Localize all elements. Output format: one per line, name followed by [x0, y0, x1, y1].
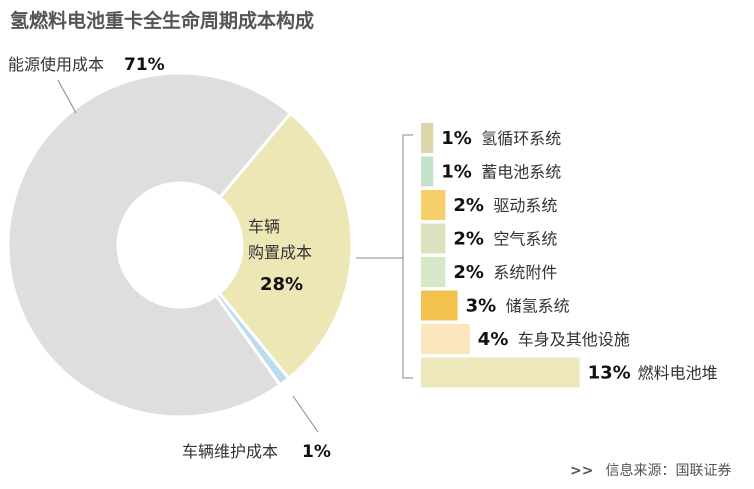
bar-value-3: 2% — [453, 229, 484, 250]
bar-label-7: 燃料电池堆 — [638, 364, 718, 383]
label-energy: 能源使用成本 — [8, 55, 104, 74]
bar-label-1: 蓄电池系统 — [481, 163, 561, 182]
bar-value-5: 3% — [466, 296, 497, 317]
bar-5 — [421, 290, 458, 321]
label-maintenance: 车辆维护成本 — [182, 442, 278, 461]
value-maintenance: 1% — [302, 442, 331, 462]
bar-4 — [421, 257, 446, 287]
bar-label-0: 氢循环系统 — [481, 129, 561, 148]
source-text: 信息来源：国联证券 — [605, 463, 732, 479]
label-purchase-line2: 购置成本 — [248, 243, 312, 262]
bar-value-2: 2% — [453, 195, 484, 216]
label-purchase-line1: 车辆 — [248, 217, 280, 236]
bar-7 — [421, 357, 580, 388]
bar-label-6: 车身及其他设施 — [518, 330, 630, 349]
bar-3 — [421, 223, 446, 254]
value-purchase: 28% — [260, 274, 303, 295]
donut-slice-0 — [6, 71, 293, 419]
donut-slice-2 — [213, 290, 291, 387]
bar-2 — [421, 190, 446, 220]
bar-label-5: 储氢系统 — [506, 297, 570, 316]
bar-label-2: 驱动系统 — [493, 196, 557, 215]
source-note: >> 信息来源：国联证券 — [570, 460, 731, 480]
bar-value-0: 1% — [441, 128, 472, 149]
bar-6 — [421, 324, 470, 354]
bar-label-4: 系统附件 — [493, 263, 557, 282]
bar-label-3: 空气系统 — [493, 230, 557, 249]
bar-value-4: 2% — [453, 262, 484, 283]
bar-value-6: 4% — [478, 329, 509, 350]
donut-slice-1 — [217, 111, 354, 381]
bar-value-1: 1% — [441, 162, 472, 183]
chart-title: 氢燃料电池重卡全生命周期成本构成 — [10, 10, 315, 32]
bar-value-7: 13% — [588, 363, 631, 384]
connector-maintenance — [292, 395, 319, 433]
breakdown-bracket — [402, 134, 413, 379]
source-arrow-icon: >> — [570, 463, 594, 479]
value-energy: 71% — [124, 55, 165, 75]
bar-0 — [421, 123, 434, 153]
bar-1 — [421, 156, 434, 187]
connector-energy — [57, 79, 77, 114]
